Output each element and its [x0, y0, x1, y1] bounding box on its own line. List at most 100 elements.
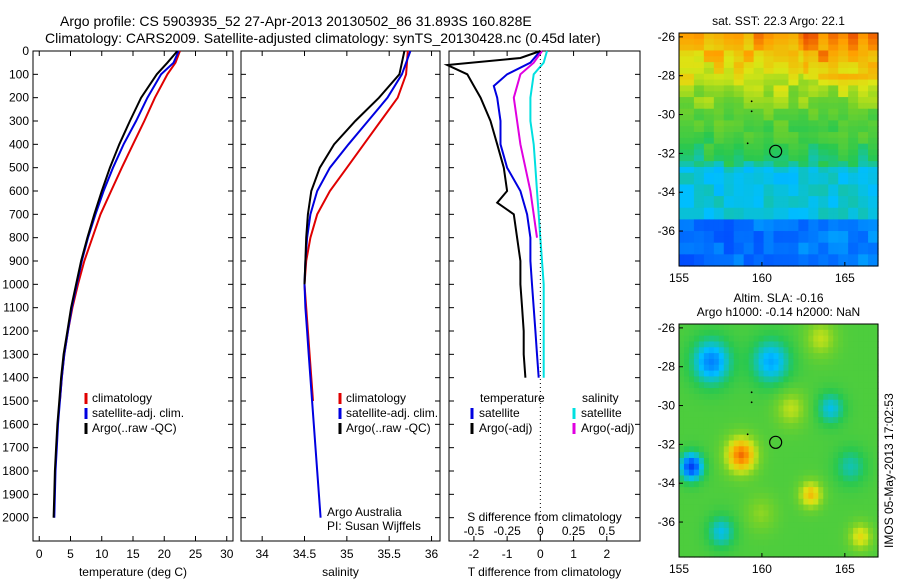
map-cell	[768, 393, 775, 401]
map-cell	[748, 225, 755, 232]
map-cell	[818, 155, 824, 162]
map-cell	[683, 79, 690, 87]
map-cell	[758, 522, 765, 529]
map-cell	[838, 329, 844, 337]
map-cell	[853, 120, 859, 127]
map-cell	[703, 551, 710, 558]
track-dot	[750, 391, 753, 394]
legend-label: satellite	[479, 406, 520, 420]
map-cell	[693, 475, 700, 482]
map-cell	[833, 236, 839, 244]
map-cell	[713, 102, 720, 110]
map-cell	[778, 324, 785, 331]
map-cell	[768, 254, 775, 261]
map-cell	[833, 417, 839, 424]
map-cell	[773, 475, 780, 482]
map-cell	[823, 231, 829, 238]
map-cell	[778, 254, 785, 261]
map-cell	[679, 172, 685, 180]
map-cell	[718, 137, 725, 145]
map-cell	[833, 33, 839, 40]
map-cell	[733, 207, 740, 215]
map-cell	[768, 399, 775, 407]
map-cell	[708, 376, 715, 383]
map-cell	[738, 487, 745, 494]
map-cell	[708, 143, 715, 151]
map-cell	[743, 364, 750, 372]
map-cell	[873, 149, 879, 156]
map-cell	[803, 236, 809, 244]
map-cell	[778, 108, 785, 116]
map-cell	[753, 551, 760, 558]
map-cell	[748, 126, 755, 133]
map-cell	[693, 161, 700, 168]
map-cell	[788, 335, 795, 343]
map-cell	[728, 207, 735, 215]
map-cell	[703, 137, 710, 145]
map-cell	[778, 172, 785, 180]
map-cell	[743, 143, 750, 151]
map-cell	[703, 417, 710, 424]
map-cell	[723, 492, 730, 500]
map-cell	[773, 347, 780, 354]
map-cell	[708, 242, 715, 250]
map-cell	[843, 254, 849, 261]
map-cell	[738, 108, 745, 116]
map-cell	[758, 172, 765, 180]
map-cell	[703, 516, 710, 523]
map-cell	[768, 329, 775, 337]
map-cell	[718, 393, 725, 401]
top-tick-label: 0	[537, 524, 544, 538]
map-cell	[858, 487, 864, 494]
map-cell	[698, 67, 705, 75]
map-cell	[733, 423, 740, 430]
map-cell	[828, 539, 834, 546]
map-cell	[758, 353, 765, 360]
map-cell	[768, 417, 775, 424]
map-cell	[803, 522, 809, 529]
map-cell	[713, 370, 720, 378]
map-cell	[848, 329, 854, 337]
map-cell	[868, 516, 874, 523]
map-cell	[723, 137, 730, 145]
plot-frame	[448, 50, 641, 542]
map-cell	[778, 184, 785, 191]
map-cell	[688, 196, 695, 203]
map-cell	[773, 376, 780, 383]
map-cell	[698, 428, 705, 436]
map-cell	[838, 143, 844, 151]
map-cell	[813, 405, 819, 412]
map-cell	[793, 108, 799, 116]
y-tick-label: 600	[9, 184, 29, 198]
map-cell	[743, 219, 750, 226]
map-cell	[843, 120, 849, 127]
map-cell	[858, 329, 864, 337]
map-cell	[738, 248, 745, 255]
map-cell	[743, 242, 750, 250]
map-cell	[743, 393, 750, 401]
map-cell	[873, 236, 879, 244]
map-cell	[798, 481, 804, 488]
map-cell	[698, 358, 705, 366]
map-cell	[838, 347, 844, 354]
map-cell	[738, 97, 745, 104]
map-cell	[743, 254, 750, 261]
map-cell	[728, 137, 735, 145]
map-cell	[698, 108, 705, 116]
map-cell	[848, 190, 854, 197]
x-tick-label: 35.5	[378, 547, 402, 561]
map-cell	[838, 254, 844, 261]
map-cell	[693, 388, 700, 395]
map-cell	[833, 172, 839, 180]
map-cell	[693, 196, 700, 203]
map-cell	[833, 551, 839, 558]
map-cell	[773, 56, 780, 63]
map-cell	[688, 329, 695, 337]
map-cell	[683, 388, 690, 395]
map-cell	[679, 120, 685, 127]
map-cell	[828, 545, 834, 552]
map-cell	[708, 231, 715, 238]
map-cell	[838, 149, 844, 156]
map-cell	[793, 219, 799, 226]
map-cell	[808, 527, 814, 535]
